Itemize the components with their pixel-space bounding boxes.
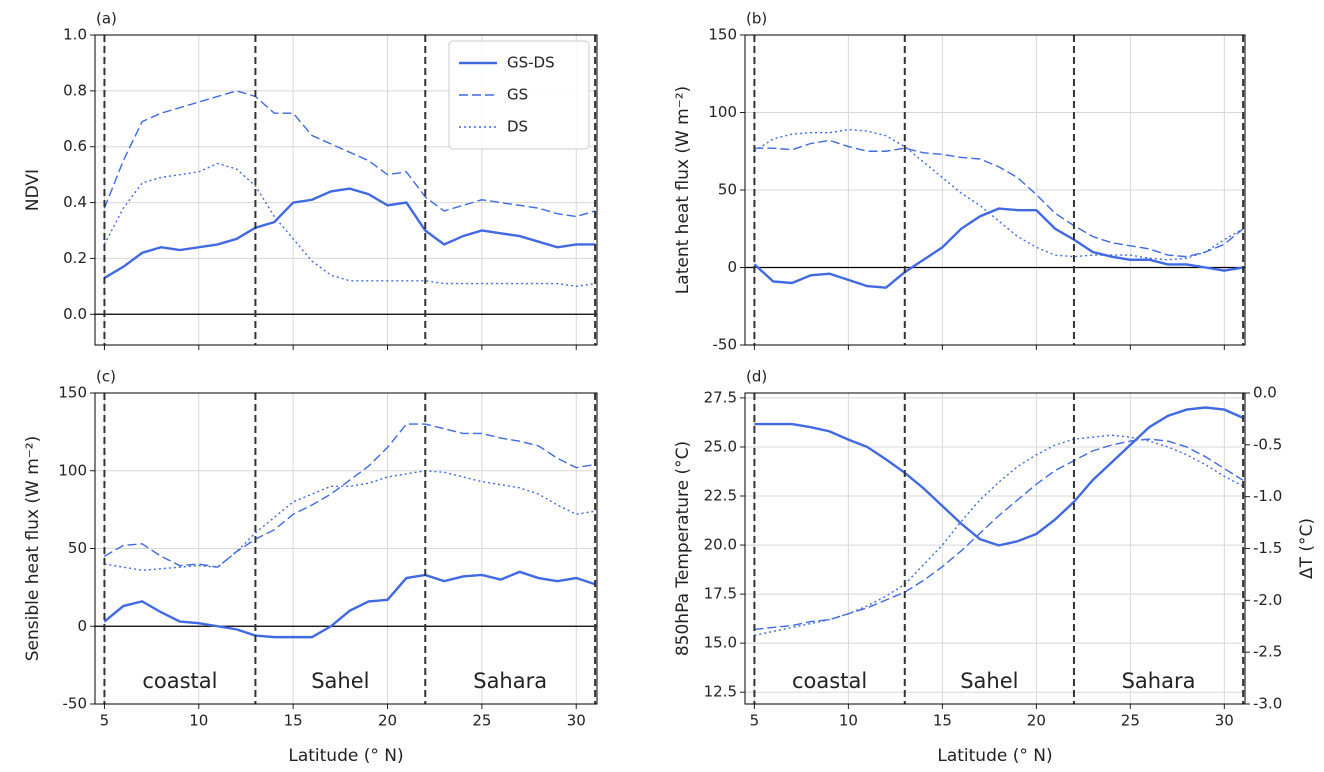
y2-tick-label: -3.0 — [1253, 695, 1282, 713]
y-tick-label: -50 — [63, 695, 88, 713]
panel-label: (a) — [96, 10, 117, 28]
series-line — [103, 187, 596, 280]
legend-box — [448, 40, 590, 150]
y-tick-label: 150 — [58, 384, 87, 402]
x-tick-label: 15 — [284, 712, 303, 730]
x-tick-label: 25 — [1121, 712, 1140, 730]
x-tick-label: 15 — [933, 712, 952, 730]
y-tick-label: 0 — [727, 258, 737, 276]
x-tick-label: 30 — [1215, 712, 1234, 730]
y-tick-label: 50 — [718, 181, 737, 199]
y-tick-label: 17.5 — [704, 585, 737, 603]
series-line — [104, 470, 596, 571]
series-line — [104, 423, 596, 568]
y2-tick-label: -1.5 — [1253, 539, 1282, 557]
x-axis-label: Latitude (° N) — [937, 746, 1052, 766]
x-tick-label: 30 — [567, 712, 586, 730]
x-tick-label: 5 — [100, 712, 110, 730]
y-tick-label: 0.6 — [63, 137, 87, 155]
series-line — [103, 162, 596, 288]
y-tick-label: 25.0 — [704, 437, 737, 455]
series-line — [753, 207, 1244, 289]
y-axis-label: Latent heat flux (W m⁻²) — [673, 86, 693, 294]
y-tick-label: 100 — [58, 461, 87, 479]
y2-tick-label: 0.0 — [1253, 384, 1277, 402]
y-tick-label: 15.0 — [704, 634, 737, 652]
y2-tick-label: -2.0 — [1253, 591, 1282, 609]
legend-label: GS — [507, 86, 528, 104]
y-tick-label: 20.0 — [704, 536, 737, 554]
region-label: Sahel — [311, 669, 369, 693]
y-tick-label: -50 — [713, 336, 738, 354]
y2-axis-label: ΔT (°C) — [1297, 518, 1317, 579]
region-label: coastal — [792, 669, 867, 693]
y-tick-label: 0.2 — [63, 249, 87, 267]
series-line — [754, 406, 1244, 547]
y-tick-label: 0.0 — [63, 305, 87, 323]
x-tick-label: 20 — [378, 712, 397, 730]
y-tick-label: 50 — [68, 539, 87, 557]
y-tick-label: 0 — [77, 617, 87, 635]
y2-tick-label: -0.5 — [1253, 435, 1282, 453]
legend-label: GS-DS — [507, 54, 555, 72]
panel-label: (d) — [746, 368, 767, 386]
y-tick-label: 27.5 — [704, 388, 737, 406]
y2-tick-label: -2.5 — [1253, 643, 1282, 661]
x-tick-label: 5 — [750, 712, 760, 730]
y-axis-label: 850hPa Temperature (°C) — [673, 441, 693, 656]
plot-frame — [94, 392, 598, 705]
region-label: Sahara — [1122, 669, 1196, 693]
x-tick-label: 20 — [1027, 712, 1046, 730]
series-line — [103, 90, 596, 218]
plot-frame — [94, 34, 598, 346]
y-tick-label: 1.0 — [63, 26, 87, 44]
series-line — [754, 434, 1244, 637]
series-line — [754, 128, 1244, 261]
y-tick-label: 0.8 — [63, 81, 87, 99]
plot-frame — [744, 392, 1246, 705]
series-line — [103, 570, 596, 639]
y-tick-label: 150 — [708, 26, 737, 44]
panel-label: (c) — [96, 368, 116, 386]
panel-label: (b) — [746, 10, 767, 28]
y-axis-label: Sensible heat flux (W m⁻²) — [23, 436, 43, 661]
y-tick-label: 0.4 — [63, 193, 87, 211]
region-label: Sahara — [473, 669, 547, 693]
y-tick-label: 100 — [708, 103, 737, 121]
plot-frame — [744, 34, 1246, 346]
y-tick-label: 22.5 — [704, 487, 737, 505]
y-axis-label: NDVI — [23, 169, 43, 211]
x-tick-label: 10 — [189, 712, 208, 730]
series-line — [754, 139, 1244, 258]
y-tick-label: 12.5 — [704, 683, 737, 701]
x-tick-label: 25 — [472, 712, 491, 730]
y2-tick-label: -1.0 — [1253, 487, 1282, 505]
legend-label: DS — [507, 118, 528, 136]
x-tick-label: 10 — [839, 712, 858, 730]
region-label: Sahel — [960, 669, 1018, 693]
series-line — [754, 438, 1244, 631]
x-axis-label: Latitude (° N) — [288, 746, 403, 766]
region-label: coastal — [142, 669, 217, 693]
